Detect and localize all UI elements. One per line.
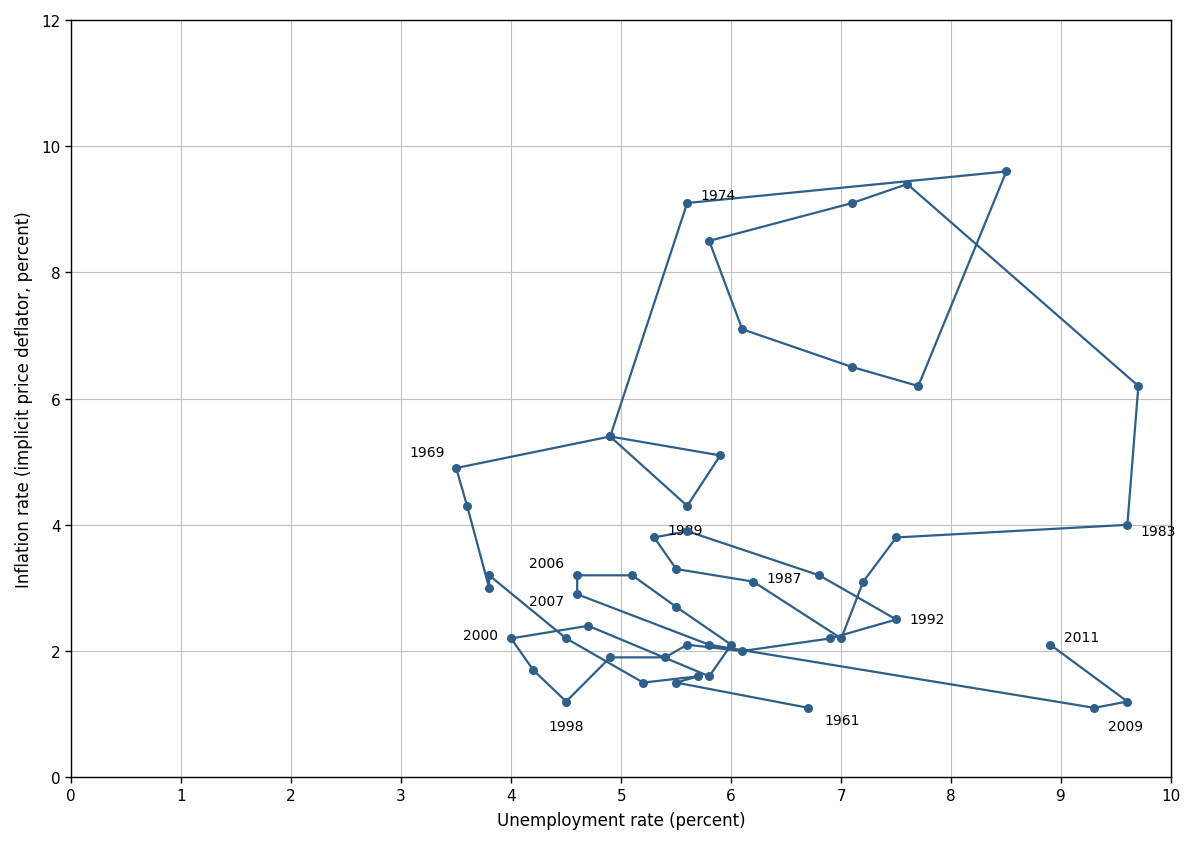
- Point: [886, 613, 905, 626]
- Point: [1041, 638, 1060, 652]
- Point: [480, 569, 499, 582]
- Point: [721, 638, 740, 652]
- Text: 2000: 2000: [463, 629, 498, 642]
- Text: 1969: 1969: [409, 446, 445, 460]
- Point: [700, 235, 719, 248]
- Point: [501, 632, 520, 646]
- Text: 2007: 2007: [529, 594, 565, 608]
- Text: 1989: 1989: [667, 523, 703, 538]
- Point: [678, 638, 697, 652]
- Point: [1129, 380, 1148, 393]
- Y-axis label: Inflation rate (implicit price deflator, percent): Inflation rate (implicit price deflator,…: [16, 211, 33, 587]
- Point: [458, 500, 477, 513]
- Text: 1983: 1983: [1141, 524, 1176, 538]
- Point: [568, 569, 587, 582]
- Point: [524, 663, 543, 677]
- Point: [700, 638, 719, 652]
- Point: [678, 197, 697, 210]
- Text: 1961: 1961: [825, 714, 860, 728]
- Point: [843, 361, 862, 375]
- Text: 2006: 2006: [529, 556, 565, 570]
- Point: [666, 563, 685, 576]
- Point: [568, 587, 587, 601]
- Text: 1992: 1992: [909, 613, 945, 627]
- Point: [1085, 701, 1104, 715]
- Point: [831, 632, 850, 646]
- Point: [898, 178, 917, 192]
- Point: [655, 651, 675, 664]
- Point: [678, 500, 697, 513]
- Point: [909, 380, 928, 393]
- Point: [689, 670, 708, 684]
- Point: [666, 600, 685, 614]
- Point: [600, 430, 620, 444]
- Point: [666, 676, 685, 690]
- Point: [996, 165, 1015, 179]
- Point: [600, 651, 620, 664]
- Point: [1118, 695, 1137, 708]
- Point: [710, 449, 730, 463]
- Text: 2011: 2011: [1063, 630, 1099, 645]
- Point: [446, 462, 465, 475]
- Point: [556, 695, 575, 708]
- Point: [579, 619, 598, 633]
- Text: 2009: 2009: [1107, 718, 1142, 733]
- X-axis label: Unemployment rate (percent): Unemployment rate (percent): [496, 811, 745, 829]
- Point: [820, 632, 840, 646]
- Point: [600, 430, 620, 444]
- Point: [634, 676, 653, 690]
- Text: 1998: 1998: [549, 718, 584, 733]
- Point: [556, 632, 575, 646]
- Point: [854, 575, 873, 588]
- Text: 1974: 1974: [701, 189, 736, 203]
- Text: 1987: 1987: [767, 571, 801, 586]
- Point: [810, 569, 829, 582]
- Point: [886, 531, 905, 544]
- Point: [645, 531, 664, 544]
- Point: [623, 569, 642, 582]
- Point: [733, 323, 752, 337]
- Point: [1118, 518, 1137, 532]
- Point: [799, 701, 818, 715]
- Point: [843, 197, 862, 210]
- Point: [700, 670, 719, 684]
- Point: [733, 645, 752, 658]
- Point: [678, 525, 697, 538]
- Point: [744, 575, 763, 588]
- Point: [480, 582, 499, 595]
